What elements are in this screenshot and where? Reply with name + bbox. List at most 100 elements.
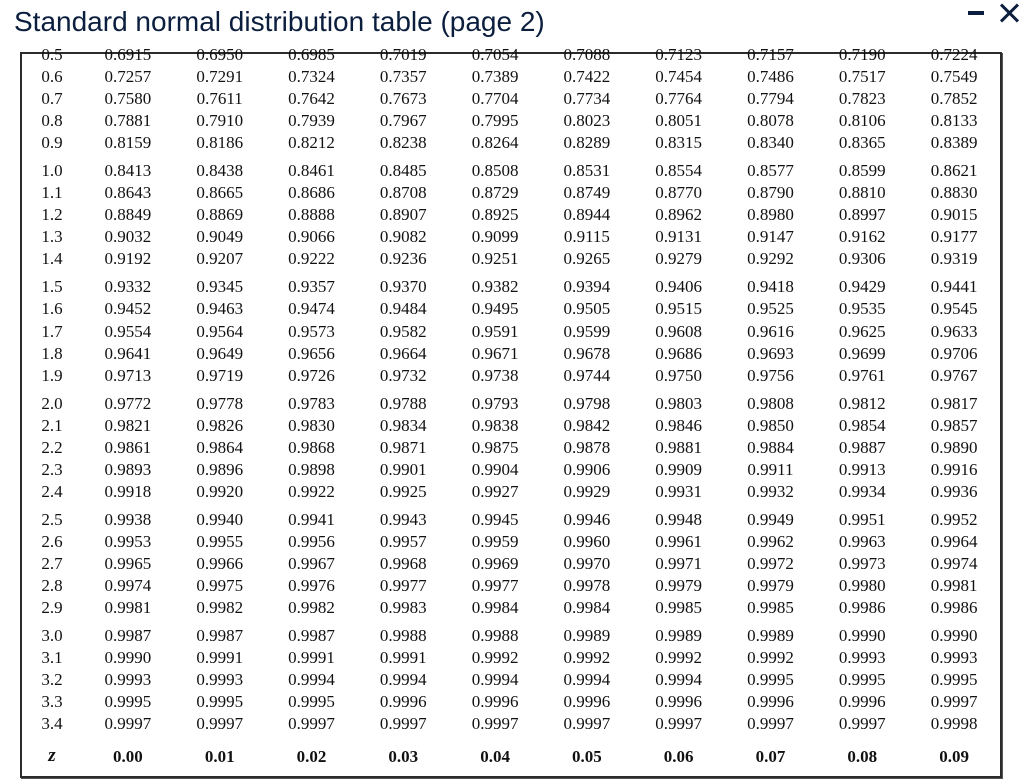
value-cell: 0.9207 <box>174 248 266 270</box>
value-cell: 0.9996 <box>357 691 449 713</box>
value-cell: 0.9868 <box>266 437 358 459</box>
value-cell: 0.9838 <box>449 415 541 437</box>
z-table: 0.50.69150.69500.69850.70190.70540.70880… <box>20 52 1002 778</box>
value-cell: 0.9236 <box>357 248 449 270</box>
value-cell: 0.9997 <box>266 713 358 735</box>
value-cell: 0.9756 <box>725 365 817 387</box>
value-cell: 0.8686 <box>266 182 358 204</box>
value-cell: 0.6950 <box>174 54 266 66</box>
value-cell: 0.9982 <box>174 597 266 619</box>
value-cell: 0.7257 <box>82 66 174 88</box>
value-cell: 0.9015 <box>908 204 1000 226</box>
z-cell: 2.5 <box>22 503 82 531</box>
value-cell: 0.9750 <box>633 365 725 387</box>
value-cell: 0.9943 <box>357 503 449 531</box>
value-cell: 0.9901 <box>357 459 449 481</box>
value-cell: 0.9985 <box>725 597 817 619</box>
z-cell: 1.9 <box>22 365 82 387</box>
value-cell: 0.8508 <box>449 154 541 182</box>
value-cell: 0.7764 <box>633 88 725 110</box>
value-cell: 0.8264 <box>449 132 541 154</box>
z-cell: 1.7 <box>22 321 82 343</box>
value-cell: 0.9812 <box>816 387 908 415</box>
value-cell: 0.9082 <box>357 226 449 248</box>
value-cell: 0.7123 <box>633 54 725 66</box>
value-cell: 0.9977 <box>449 575 541 597</box>
z-cell: 2.6 <box>22 531 82 553</box>
z-cell: 2.8 <box>22 575 82 597</box>
value-cell: 0.9945 <box>449 503 541 531</box>
value-cell: 0.6985 <box>266 54 358 66</box>
value-cell: 0.9985 <box>633 597 725 619</box>
value-cell: 0.9370 <box>357 270 449 298</box>
value-cell: 0.9992 <box>633 647 725 669</box>
value-cell: 0.8023 <box>541 110 633 132</box>
value-cell: 0.9979 <box>725 575 817 597</box>
z-cell: 1.5 <box>22 270 82 298</box>
table-row: 3.00.99870.99870.99870.99880.99880.99890… <box>22 619 1000 647</box>
column-header: 0.01 <box>174 735 266 775</box>
value-cell: 0.8643 <box>82 182 174 204</box>
value-cell: 0.9981 <box>908 575 1000 597</box>
value-cell: 0.9977 <box>357 575 449 597</box>
value-cell: 0.9962 <box>725 531 817 553</box>
value-cell: 0.9916 <box>908 459 1000 481</box>
value-cell: 0.7673 <box>357 88 449 110</box>
value-cell: 0.9967 <box>266 553 358 575</box>
value-cell: 0.9964 <box>908 531 1000 553</box>
value-cell: 0.9265 <box>541 248 633 270</box>
value-cell: 0.9991 <box>357 647 449 669</box>
value-cell: 0.8485 <box>357 154 449 182</box>
z-cell: 3.4 <box>22 713 82 735</box>
value-cell: 0.9997 <box>816 713 908 735</box>
value-cell: 0.9896 <box>174 459 266 481</box>
value-cell: 0.9788 <box>357 387 449 415</box>
value-cell: 0.9616 <box>725 321 817 343</box>
value-cell: 0.9049 <box>174 226 266 248</box>
table-row: 0.60.72570.72910.73240.73570.73890.74220… <box>22 66 1000 88</box>
value-cell: 0.8980 <box>725 204 817 226</box>
table-row-clipped: 0.50.69150.69500.69850.70190.70540.70880… <box>22 54 1000 66</box>
value-cell: 0.8365 <box>816 132 908 154</box>
value-cell: 0.9932 <box>725 481 817 503</box>
close-icon[interactable] <box>998 2 1020 24</box>
value-cell: 0.9996 <box>633 691 725 713</box>
value-cell: 0.7704 <box>449 88 541 110</box>
z-header: z <box>22 735 82 775</box>
value-cell: 0.9997 <box>633 713 725 735</box>
value-cell: 0.9382 <box>449 270 541 298</box>
value-cell: 0.7642 <box>266 88 358 110</box>
z-cell: 1.3 <box>22 226 82 248</box>
column-header: 0.03 <box>357 735 449 775</box>
value-cell: 0.9591 <box>449 321 541 343</box>
window-controls <box>966 2 1020 24</box>
value-cell: 0.8888 <box>266 204 358 226</box>
value-cell: 0.9968 <box>357 553 449 575</box>
value-cell: 0.9931 <box>633 481 725 503</box>
column-header: 0.09 <box>908 735 1000 775</box>
value-cell: 0.9995 <box>174 691 266 713</box>
z-cell: 1.4 <box>22 248 82 270</box>
value-cell: 0.9952 <box>908 503 1000 531</box>
value-cell: 0.9418 <box>725 270 817 298</box>
value-cell: 0.9452 <box>82 298 174 320</box>
value-cell: 0.9978 <box>541 575 633 597</box>
z-cell: 0.7 <box>22 88 82 110</box>
minimize-icon[interactable] <box>966 3 986 23</box>
z-cell: 1.1 <box>22 182 82 204</box>
value-cell: 0.9983 <box>357 597 449 619</box>
z-cell: 0.8 <box>22 110 82 132</box>
value-cell: 0.9099 <box>449 226 541 248</box>
value-cell: 0.9846 <box>633 415 725 437</box>
value-cell: 0.9984 <box>541 597 633 619</box>
value-cell: 0.7454 <box>633 66 725 88</box>
value-cell: 0.7422 <box>541 66 633 88</box>
value-cell: 0.9974 <box>908 553 1000 575</box>
value-cell: 0.9955 <box>174 531 266 553</box>
value-cell: 0.9997 <box>174 713 266 735</box>
value-cell: 0.9993 <box>816 647 908 669</box>
value-cell: 0.9927 <box>449 481 541 503</box>
table-row: 1.30.90320.90490.90660.90820.90990.91150… <box>22 226 1000 248</box>
value-cell: 0.9904 <box>449 459 541 481</box>
value-cell: 0.9162 <box>816 226 908 248</box>
